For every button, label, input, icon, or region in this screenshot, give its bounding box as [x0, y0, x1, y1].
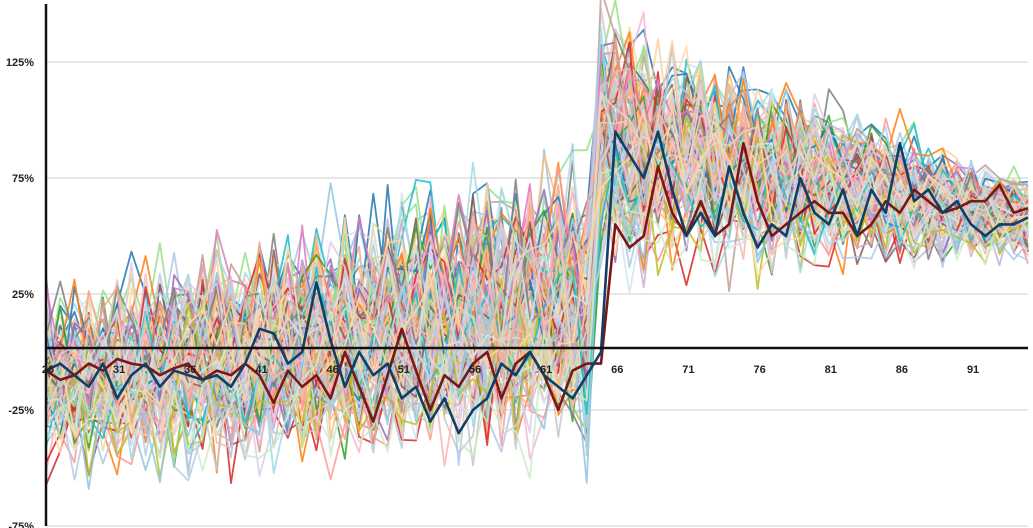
background-series-line-111	[45, 37, 1029, 425]
x-tick-label-8: 66	[611, 364, 623, 376]
background-series-line-117	[45, 81, 1029, 392]
x-tick-label-4: 46	[327, 364, 339, 376]
background-series-line-113	[45, 90, 1029, 442]
highlighted-series-group	[45, 130, 1029, 435]
x-tick-label-12: 86	[896, 364, 908, 376]
background-series-group	[45, 0, 1029, 490]
axes	[44, 4, 1028, 526]
x-tick-label-6: 56	[469, 364, 481, 376]
x-tick-label-0: 26	[42, 364, 54, 376]
background-series-line-118	[45, 105, 1029, 436]
x-tick-label-9: 71	[682, 364, 694, 376]
y-tick-label-0: 125%	[6, 57, 34, 69]
tick-labels: 125% 75% 25% -25% -75% 26 31 36 41 46 51 56 61 66 71 76…	[6, 57, 979, 528]
x-tick-label-1: 31	[113, 364, 125, 376]
x-tick-label-3: 41	[255, 364, 267, 376]
x-tick-label-11: 81	[825, 364, 837, 376]
x-tick-label-5: 51	[398, 364, 410, 376]
background-series-line-114	[45, 67, 1029, 420]
background-series-line-110	[45, 40, 1029, 422]
y-tick-label-3: -25%	[8, 405, 34, 417]
x-tick-label-10: 76	[753, 364, 765, 376]
x-tick-label-2: 36	[184, 364, 196, 376]
x-tick-label-7: 61	[540, 364, 552, 376]
background-series-line-106	[45, 116, 1029, 479]
y-tick-label-2: 25%	[12, 289, 34, 301]
background-series-line-119	[45, 92, 1029, 436]
highlighted-series-line-1	[45, 130, 1029, 435]
x-tick-label-13: 91	[967, 364, 979, 376]
y-tick-label-4: -75%	[8, 521, 34, 528]
y-tick-label-1: 75%	[12, 173, 34, 185]
